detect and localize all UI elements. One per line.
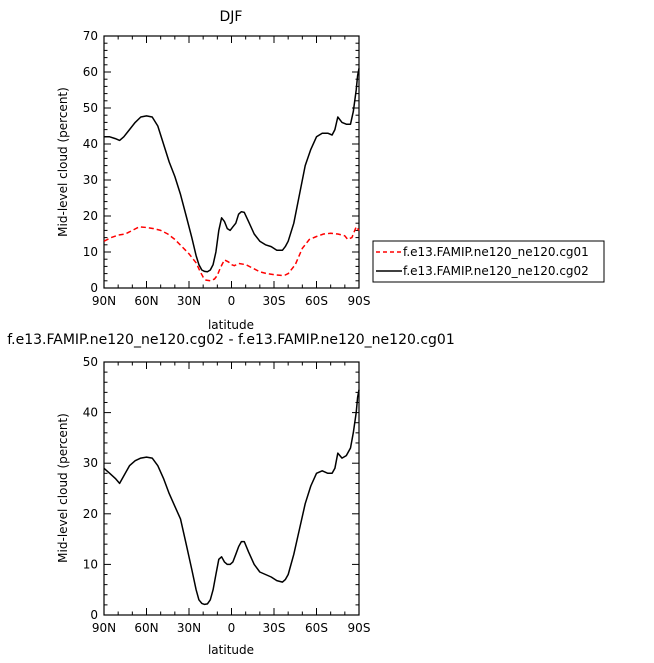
top-series-cg01 <box>103 226 360 282</box>
bottom-x-tick-label: 90N <box>92 621 116 635</box>
top-y-tick-label: 50 <box>83 101 98 115</box>
top-plot-frame <box>103 35 360 289</box>
top-y-tick-label: 30 <box>83 173 98 187</box>
legend: f.e13.FAMIP.ne120_ne120.cg01 f.e13.FAMIP… <box>372 240 605 283</box>
legend-box <box>372 240 605 283</box>
bottom-y-tick-label: 40 <box>83 406 98 420</box>
top-x-tick-label: 90S <box>348 294 371 308</box>
legend-label-cg02: f.e13.FAMIP.ne120_ne120.cg02 <box>403 264 589 278</box>
bottom-y-axis-label: Mid-level cloud (percent) <box>56 413 70 563</box>
bottom-x-tick-label: 60N <box>134 621 158 635</box>
bottom-y-tick-label: 20 <box>83 507 98 521</box>
bottom-y-tick-label: 30 <box>83 456 98 470</box>
bottom-x-axis-label: latitude <box>208 643 254 657</box>
top-x-tick-label: 0 <box>228 294 236 308</box>
top-y-tick-label: 20 <box>83 209 98 223</box>
top-x-tick-label: 60N <box>134 294 158 308</box>
top-x-tick-label: 30N <box>177 294 201 308</box>
bottom-y-tick-label: 0 <box>90 608 98 622</box>
top-chart-title: DJF <box>220 9 243 25</box>
top-x-tick-label: 90N <box>92 294 116 308</box>
top-y-tick-label: 10 <box>83 245 98 259</box>
bottom-series-difference <box>103 389 360 606</box>
bottom-y-tick-label: 50 <box>83 355 98 369</box>
bottom-x-tick-label: 90S <box>348 621 371 635</box>
bottom-plot-frame <box>103 361 360 616</box>
bottom-y-tick-label: 10 <box>83 557 98 571</box>
legend-label-cg01: f.e13.FAMIP.ne120_ne120.cg01 <box>403 245 589 259</box>
top-y-tick-label: 0 <box>90 281 98 295</box>
top-x-tick-label: 30S <box>263 294 286 308</box>
top-x-tick-label: 60S <box>305 294 328 308</box>
bottom-chart-title: f.e13.FAMIP.ne120_ne120.cg02 - f.e13.FAM… <box>7 332 455 348</box>
bottom-x-tick-label: 30N <box>177 621 201 635</box>
top-y-axis-label: Mid-level cloud (percent) <box>56 87 70 237</box>
top-y-tick-label: 70 <box>83 29 98 43</box>
top-series-cg02 <box>104 68 360 273</box>
bottom-x-tick-label: 0 <box>228 621 236 635</box>
bottom-x-tick-label: 60S <box>305 621 328 635</box>
bottom-x-tick-label: 30S <box>263 621 286 635</box>
top-y-tick-label: 40 <box>83 137 98 151</box>
top-x-axis-label: latitude <box>208 318 254 332</box>
top-y-tick-label: 60 <box>83 65 98 79</box>
